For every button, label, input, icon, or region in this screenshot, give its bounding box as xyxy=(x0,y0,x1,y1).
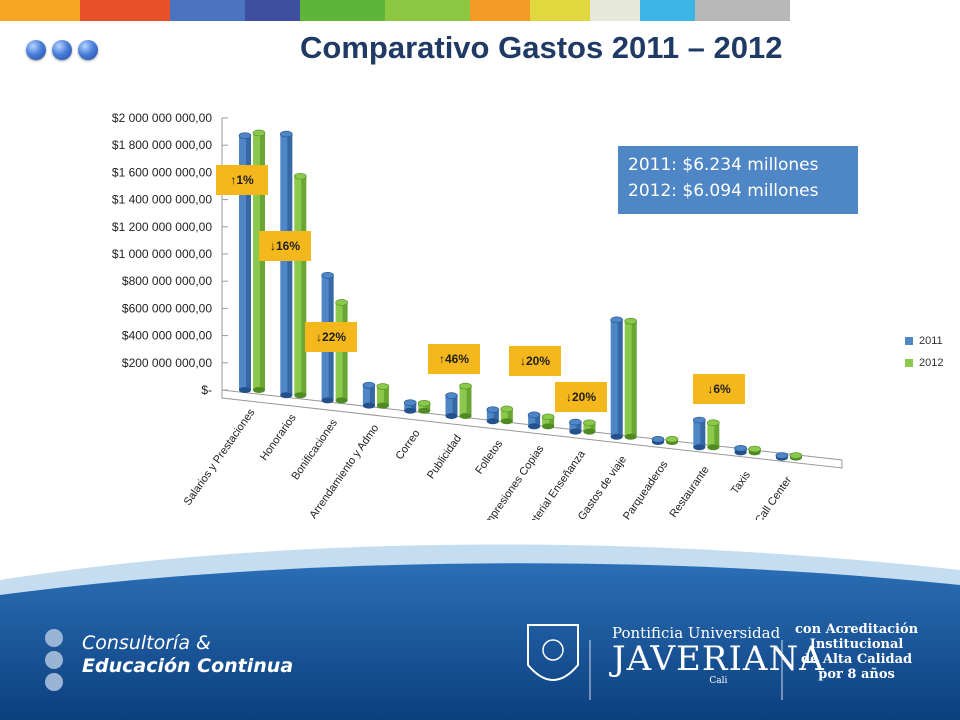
x-tick-label: Taxis xyxy=(729,469,753,497)
legend-swatch xyxy=(905,359,913,367)
strip-segment xyxy=(300,0,385,21)
legend-label: 2012 xyxy=(919,357,944,369)
bar-2012 xyxy=(624,317,638,440)
change-badge: ↓6% xyxy=(693,374,745,404)
y-tick-label: $400 000 000,00 xyxy=(122,329,212,343)
footer-program-name: Consultoría & Educación Continua xyxy=(82,632,293,678)
dot-icon xyxy=(52,40,72,60)
bar-2011 xyxy=(362,381,376,409)
bar-2011 xyxy=(651,435,665,445)
bar-2012 xyxy=(665,435,679,445)
bar-2012 xyxy=(376,383,390,409)
bar-2011 xyxy=(445,392,458,419)
university-crest-icon xyxy=(527,624,579,681)
footer-banner xyxy=(0,544,960,720)
change-badge: ↓20% xyxy=(509,346,561,376)
bar-2012 xyxy=(293,172,307,399)
change-badge: ↓20% xyxy=(555,382,607,412)
y-tick-label: $1 400 000 000,00 xyxy=(112,193,212,207)
bar-2011 xyxy=(569,418,582,435)
change-badge: ↓16% xyxy=(259,231,311,261)
legend-label: 2011 xyxy=(919,335,943,347)
chart-legend: 2011 2012 xyxy=(905,330,943,374)
x-tick-label: Correo xyxy=(394,428,423,462)
y-tick-label: $2 000 000 000,00 xyxy=(112,111,212,125)
strip-segment xyxy=(470,0,530,21)
bar-2011 xyxy=(734,445,747,456)
bar-2012 xyxy=(583,419,596,435)
x-tick-label: Gastos de viaje xyxy=(576,454,629,520)
bar-2012 xyxy=(252,129,266,393)
x-tick-label: Restaurante xyxy=(668,464,712,520)
legend-item-2012: 2012 xyxy=(905,352,943,374)
x-tick-label: Honorarios xyxy=(258,412,299,463)
bar-2012 xyxy=(417,400,431,414)
strip-segment xyxy=(385,0,470,21)
bar-2011 xyxy=(486,406,500,425)
strip-segment xyxy=(695,0,790,21)
accreditation-line: Institucional xyxy=(809,637,904,652)
bar-2012 xyxy=(706,419,720,451)
strip-segment xyxy=(245,0,300,21)
x-tick-label: Bonificaciones xyxy=(290,417,341,482)
bar-2012 xyxy=(459,382,472,419)
y-tick-label: $800 000 000,00 xyxy=(122,274,212,288)
x-tick-label: Salarios y Prestaciones xyxy=(182,406,258,507)
change-badge: ↑1% xyxy=(216,165,268,195)
x-tick-label: Call Center xyxy=(753,474,795,520)
accreditation-line: por 8 años xyxy=(818,667,895,682)
bar-2011 xyxy=(403,399,417,414)
page-title: Comparativo Gastos 2011 – 2012 xyxy=(300,30,783,65)
x-tick-label: Publicidad xyxy=(425,433,464,481)
bar-2012 xyxy=(500,405,514,425)
strip-segment xyxy=(80,0,170,21)
accreditation-line: de Alta Calidad xyxy=(801,652,913,667)
y-tick-label: $200 000 000,00 xyxy=(122,356,212,370)
university-line1: Pontificia Universidad xyxy=(612,624,781,642)
totals-box: 2011: $6.234 millones 2012: $6.094 millo… xyxy=(618,146,858,214)
university-line3: Cali xyxy=(709,676,728,686)
bar-2012 xyxy=(748,445,761,456)
strip-segment xyxy=(530,0,590,21)
y-tick-label: $- xyxy=(201,383,212,397)
y-tick-label: $1 000 000 000,00 xyxy=(112,247,212,261)
legend-swatch xyxy=(905,337,913,345)
bar-2011 xyxy=(238,132,252,393)
y-tick-label: $600 000 000,00 xyxy=(122,301,212,315)
bar-2011 xyxy=(775,452,789,461)
change-badge: ↓22% xyxy=(305,322,357,352)
strip-segment xyxy=(640,0,695,21)
y-tick-label: $1 200 000 000,00 xyxy=(112,220,212,234)
bar-2011 xyxy=(279,130,293,399)
strip-segment xyxy=(590,0,640,21)
university-line2: JAVERIANA xyxy=(612,639,825,679)
bar-2012 xyxy=(789,452,803,461)
footer-line1: Consultoría & xyxy=(82,632,211,654)
change-badge: ↑46% xyxy=(428,344,480,374)
strip-segment xyxy=(0,0,80,21)
bar-2011 xyxy=(692,416,706,451)
x-tick-label: Folletos xyxy=(473,438,505,477)
bar-chart: $- $200 000 000,00 $400 000 000,00 $600 000… xyxy=(112,111,843,520)
strip-segment xyxy=(170,0,245,21)
footer-dots-icon xyxy=(45,629,63,691)
x-tick-label: Parqueaderos xyxy=(621,458,671,520)
dot-icon xyxy=(26,40,46,60)
footer-line2: Educación Continua xyxy=(82,655,294,677)
y-tick-label: $1 600 000 000,00 xyxy=(112,165,212,179)
accreditation-text: con Acreditación Institucional de Alta C… xyxy=(795,622,918,682)
total-2011: 2011: $6.234 millones xyxy=(628,155,819,175)
legend-item-2011: 2011 xyxy=(905,330,943,352)
bar-2011 xyxy=(527,411,541,430)
bar-2011 xyxy=(610,316,624,440)
accreditation-line: con Acreditación xyxy=(795,622,919,637)
top-color-strip xyxy=(0,0,960,21)
total-2012: 2012: $6.094 millones xyxy=(628,181,819,201)
university-name: Pontificia Universidad JAVERIANA Cali xyxy=(612,624,825,686)
dot-icon xyxy=(78,40,98,60)
y-tick-label: $1 800 000 000,00 xyxy=(112,138,212,152)
bar-2012 xyxy=(541,413,555,430)
